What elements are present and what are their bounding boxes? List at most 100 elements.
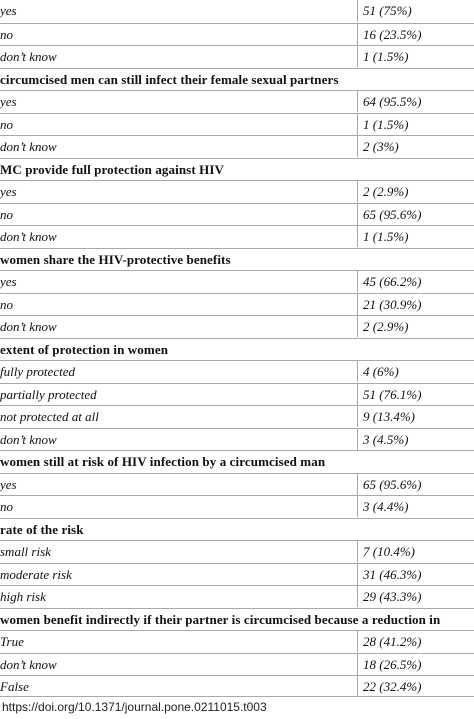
table-row: fully protected 4 (6%) (0, 360, 474, 382)
section-header-row: women benefit indirectly if their partne… (0, 608, 474, 630)
response-label: no (0, 27, 13, 42)
response-label: no (0, 117, 13, 132)
table-row: no 21 (30.9%) (0, 293, 474, 315)
response-label: don’t know (0, 49, 57, 64)
table-bottom-rule (0, 696, 474, 697)
section-title: circumcised men can still infect their f… (0, 72, 339, 87)
response-label: small risk (0, 544, 51, 559)
count-percent-cell: 29 (43.3%) (363, 589, 422, 604)
response-label: False (0, 679, 29, 694)
column-divider (357, 91, 358, 112)
column-divider (357, 406, 358, 427)
column-divider (357, 586, 358, 607)
response-label: don’t know (0, 229, 57, 244)
table-row: no 3 (4.4%) (0, 495, 474, 517)
response-label: yes (0, 3, 17, 18)
count-percent-cell: 7 (10.4%) (363, 544, 415, 559)
table-row: don’t know 1 (1.5%) (0, 225, 474, 247)
table-row: partially protected 51 (76.1%) (0, 383, 474, 405)
count-percent-cell: 28 (41.2%) (363, 634, 422, 649)
section-title: women share the HIV-protective benefits (0, 252, 231, 267)
section-header-row: women still at risk of HIV infection by … (0, 450, 474, 472)
count-percent-cell: 1 (1.5%) (363, 229, 409, 244)
section-header-row: MC provide full protection against HIV (0, 158, 474, 180)
table-row: small risk 7 (10.4%) (0, 540, 474, 562)
response-label: fully protected (0, 364, 75, 379)
table-row: False 22 (32.4%) (0, 675, 474, 697)
doi-link[interactable]: https://doi.org/10.1371/journal.pone.021… (2, 700, 267, 714)
table-row: yes 45 (66.2%) (0, 270, 474, 292)
count-percent-cell: 1 (1.5%) (363, 117, 409, 132)
count-percent-cell: 18 (26.5%) (363, 657, 422, 672)
table-row: no 65 (95.6%) (0, 203, 474, 225)
count-percent-cell: 3 (4.4%) (363, 499, 409, 514)
column-divider (357, 226, 358, 247)
response-label: moderate risk (0, 567, 72, 582)
table-row: yes 65 (95.6%) (0, 473, 474, 495)
table-row: yes 2 (2.9%) (0, 180, 474, 202)
section-header-row: extent of protection in women (0, 338, 474, 360)
response-label: not protected at all (0, 409, 99, 424)
column-divider (357, 654, 358, 675)
table-row: don’t know 1 (1.5%) (0, 45, 474, 67)
table-row: don’t know 2 (2.9%) (0, 315, 474, 337)
column-divider (357, 204, 358, 225)
column-divider (357, 24, 358, 45)
column-divider (357, 361, 358, 382)
response-label: yes (0, 184, 17, 199)
column-divider (357, 136, 358, 157)
response-label: don’t know (0, 657, 57, 672)
table-row: no 1 (1.5%) (0, 113, 474, 135)
column-divider (357, 181, 358, 202)
response-label: no (0, 297, 13, 312)
section-title: MC provide full protection against HIV (0, 162, 224, 177)
count-percent-cell: 3 (4.5%) (363, 432, 409, 447)
response-label: True (0, 634, 24, 649)
column-divider (357, 474, 358, 495)
count-percent-cell: 51 (75%) (363, 3, 412, 18)
count-percent-cell: 64 (95.5%) (363, 94, 422, 109)
count-percent-cell: 9 (13.4%) (363, 409, 415, 424)
table-row: don’t know 3 (4.5%) (0, 428, 474, 450)
column-divider (357, 294, 358, 315)
response-label: no (0, 499, 13, 514)
column-divider (357, 564, 358, 585)
count-percent-cell: 65 (95.6%) (363, 207, 422, 222)
column-divider (357, 496, 358, 517)
column-divider (357, 429, 358, 450)
response-label: no (0, 207, 13, 222)
count-percent-cell: 2 (3%) (363, 139, 399, 154)
response-label: high risk (0, 589, 46, 604)
column-divider (357, 631, 358, 652)
section-header-row: women share the HIV-protective benefits (0, 248, 474, 270)
table-row: yes 64 (95.5%) (0, 90, 474, 112)
response-label: don’t know (0, 432, 57, 447)
section-title: women benefit indirectly if their partne… (0, 612, 441, 627)
response-label: yes (0, 477, 17, 492)
column-divider (357, 316, 358, 337)
table-row: moderate risk 31 (46.3%) (0, 563, 474, 585)
count-percent-cell: 51 (76.1%) (363, 387, 422, 402)
section-title: women still at risk of HIV infection by … (0, 454, 326, 469)
response-label: don’t know (0, 319, 57, 334)
count-percent-cell: 16 (23.5%) (363, 27, 422, 42)
table-row: yes 51 (75%) (0, 0, 474, 22)
count-percent-cell: 31 (46.3%) (363, 567, 422, 582)
response-label: partially protected (0, 387, 97, 402)
response-label: yes (0, 94, 17, 109)
column-divider (357, 676, 358, 697)
table-row: not protected at all 9 (13.4%) (0, 405, 474, 427)
response-label: don’t know (0, 139, 57, 154)
count-percent-cell: 4 (6%) (363, 364, 399, 379)
column-divider (357, 271, 358, 292)
section-header-row: circumcised men can still infect their f… (0, 68, 474, 90)
count-percent-cell: 21 (30.9%) (363, 297, 422, 312)
count-percent-cell: 22 (32.4%) (363, 679, 422, 694)
column-divider (357, 114, 358, 135)
column-divider (357, 384, 358, 405)
column-divider (357, 541, 358, 562)
table-row: don’t know 2 (3%) (0, 135, 474, 157)
response-label: yes (0, 274, 17, 289)
column-divider (357, 46, 358, 67)
section-title: rate of the risk (0, 522, 84, 537)
